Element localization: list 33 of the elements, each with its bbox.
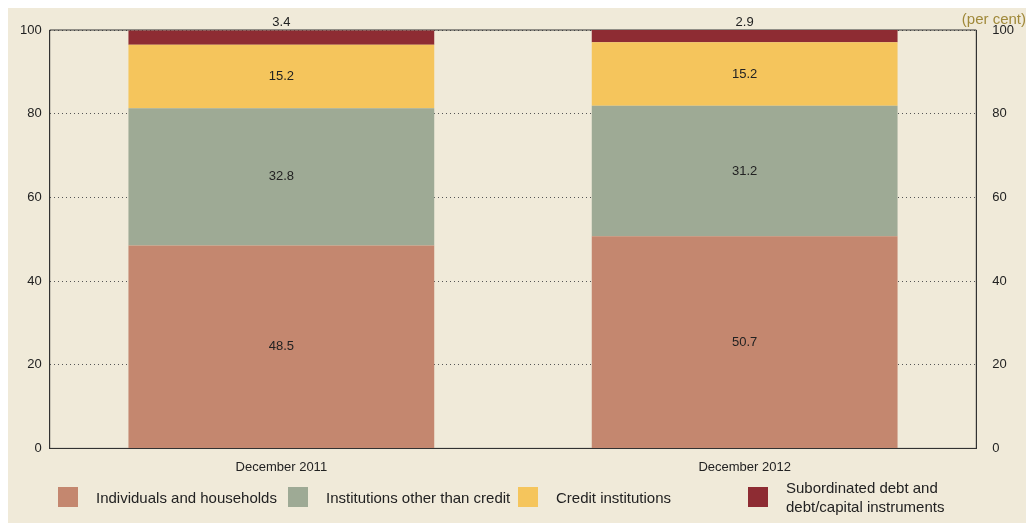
bar: [591, 42, 898, 106]
data-label: 3.4: [272, 14, 291, 29]
y-tick-label: 0: [34, 439, 42, 455]
data-label: 2.9: [735, 13, 754, 29]
y-tick-label: 60: [27, 188, 42, 204]
data-label: 48.5: [268, 338, 294, 354]
bar: [128, 245, 435, 448]
data-label: 15.2: [268, 68, 294, 84]
y-tick-label: 40: [27, 272, 42, 288]
y2-tick-label: 20: [992, 356, 1007, 372]
y2-tick-label: 0: [992, 439, 1000, 455]
bar: [128, 108, 435, 246]
y2-tick-label: 60: [992, 188, 1007, 204]
data-label: 32.8: [268, 168, 294, 184]
data-label: 31.2: [732, 162, 758, 178]
legend-label: Institutions other than credit: [326, 487, 511, 507]
y-tick-label: 80: [27, 105, 42, 121]
legend-label: Subordinated debt and debt/capital instruments: [786, 478, 946, 516]
y-tick-label: 20: [27, 356, 42, 372]
bar: [591, 30, 898, 43]
legend-label: Individuals and households: [96, 487, 277, 507]
y2-tick-label: 80: [992, 105, 1007, 121]
data-label: 50.7: [732, 333, 758, 349]
y2-tick-label: 40: [992, 272, 1007, 288]
y-tick-label: 100: [19, 21, 42, 37]
bar: [128, 30, 435, 45]
legend-label: Credit institutions: [556, 487, 672, 507]
bar: [591, 105, 898, 237]
bar: [591, 236, 898, 448]
data-label: 15.2: [732, 65, 758, 81]
x-tick-label: December 2011: [235, 458, 328, 474]
x-tick-label: December 2012: [698, 458, 791, 474]
bar: [128, 44, 435, 109]
